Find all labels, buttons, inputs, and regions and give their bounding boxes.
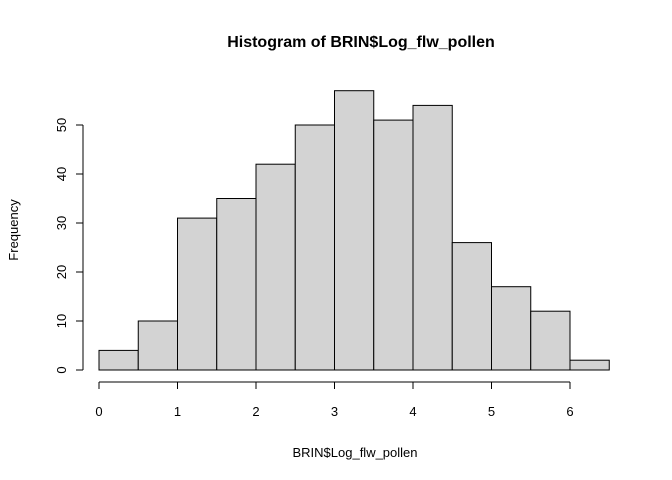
bar-7	[373, 119, 414, 371]
bar-0	[98, 349, 139, 371]
y-tick-label-0: 0	[54, 366, 69, 373]
y-tick-label-10: 10	[54, 314, 69, 328]
y-tick-label-30: 30	[54, 216, 69, 230]
x-axis-label: BRIN$Log_flw_pollen	[292, 445, 417, 460]
bar-1	[137, 320, 178, 371]
bar-5	[294, 124, 335, 371]
chart-title: Histogram of BRIN$Log_flw_pollen	[227, 34, 495, 51]
bar-6	[334, 90, 375, 371]
y-tick-label-20: 20	[54, 265, 69, 279]
bar-10	[491, 286, 532, 371]
y-tick-label-40: 40	[54, 167, 69, 181]
bar-12	[569, 359, 610, 371]
bar-2	[177, 217, 218, 371]
y-axis: 0 10 20 30 40 50	[54, 118, 84, 374]
bar-9	[451, 242, 492, 371]
x-tick-label-5: 5	[488, 404, 495, 419]
bar-4	[255, 163, 296, 371]
bar-8	[412, 104, 453, 371]
x-axis: 0 1 2 3 4 5 6	[95, 381, 574, 419]
bars-group	[98, 90, 610, 371]
y-tick-label-50: 50	[54, 118, 69, 132]
y-axis-label: Frequency	[6, 199, 21, 261]
x-tick-label-1: 1	[174, 404, 181, 419]
x-tick-label-2: 2	[252, 404, 259, 419]
x-tick-label-0: 0	[95, 404, 102, 419]
x-tick-label-3: 3	[331, 404, 338, 419]
bar-3	[216, 198, 257, 371]
x-tick-label-4: 4	[409, 404, 416, 419]
x-tick-label-6: 6	[566, 404, 573, 419]
bar-11	[530, 310, 571, 371]
